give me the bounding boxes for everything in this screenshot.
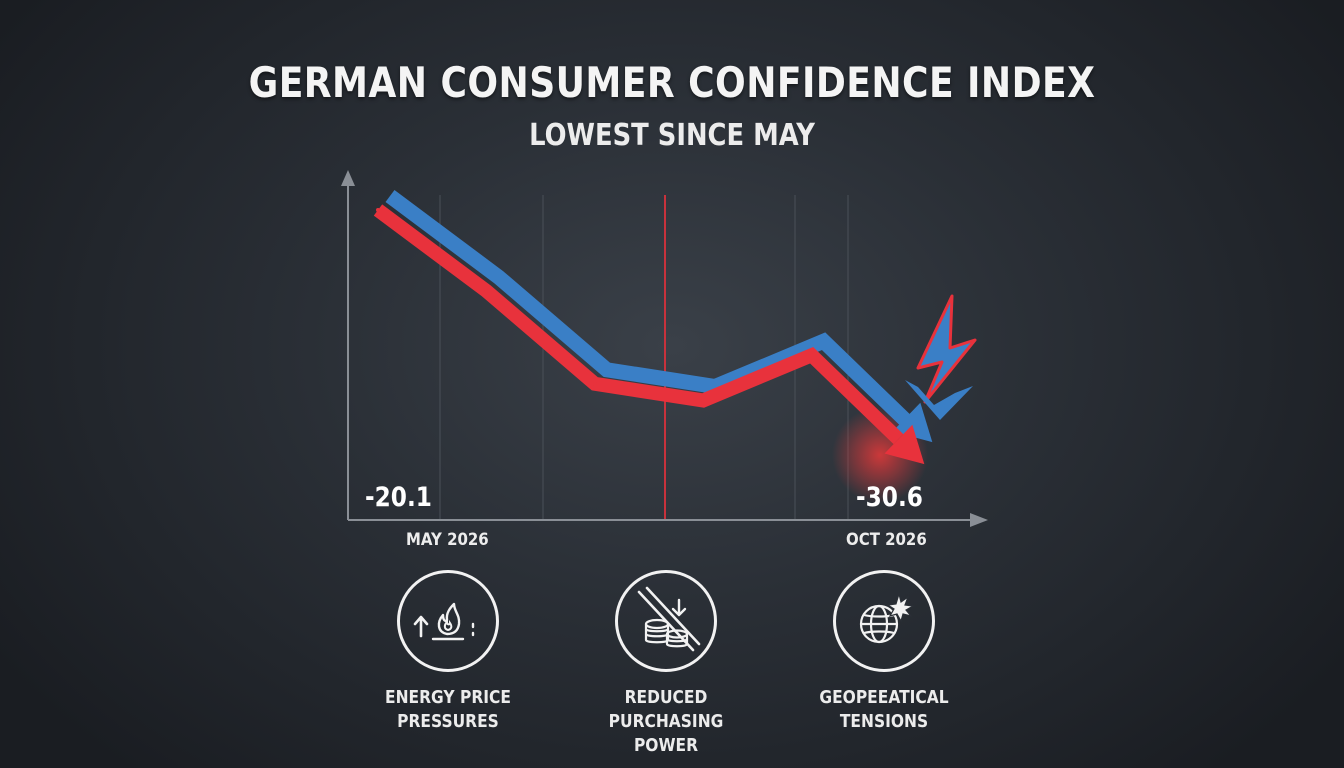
y-axis (341, 170, 355, 520)
coins-icon (615, 570, 717, 672)
chart-title: GERMAN CONSUMER CONFIDENCE INDEX (248, 58, 1096, 107)
data-point-4 (809, 353, 814, 358)
data-point-3 (701, 398, 706, 403)
factor-label: ENERGY PRICE PRESSURES (385, 687, 511, 732)
end-value-label: -30.6 (856, 482, 923, 513)
x-tick-label-start: MAY 2026 (406, 530, 489, 550)
factor-energy: ENERGY PRICE PRESSURES (338, 570, 558, 734)
lightning-icon (905, 294, 977, 420)
flame-icon (397, 570, 499, 672)
factor-geopolitical: GEOPEEATICAL TENSIONS (774, 570, 994, 734)
x-axis (348, 513, 988, 527)
series-arrow (884, 424, 925, 465)
series-line (373, 204, 904, 445)
factor-purchasing-power: REDUCED PURCHASING POWER (556, 570, 776, 758)
globe-icon (833, 570, 935, 672)
chart-subtitle: LOWEST SINCE MAY (529, 118, 815, 153)
series-shadow-line (385, 189, 916, 431)
data-point-1 (484, 288, 489, 293)
data-point-5 (918, 458, 922, 462)
x-tick-label-end: OCT 2026 (846, 530, 927, 550)
data-point-0 (376, 208, 380, 212)
factor-label: REDUCED PURCHASING POWER (608, 687, 724, 756)
series-shadow-arrow (892, 402, 933, 443)
data-point-2 (592, 381, 597, 386)
start-value-label: -20.1 (365, 482, 432, 513)
factor-label: GEOPEEATICAL TENSIONS (819, 687, 949, 732)
